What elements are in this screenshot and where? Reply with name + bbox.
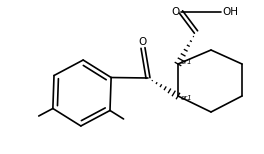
Text: O: O — [172, 7, 180, 17]
Text: or1: or1 — [181, 59, 193, 65]
Text: OH: OH — [222, 7, 238, 17]
Text: O: O — [139, 37, 147, 47]
Text: or1: or1 — [181, 95, 193, 101]
